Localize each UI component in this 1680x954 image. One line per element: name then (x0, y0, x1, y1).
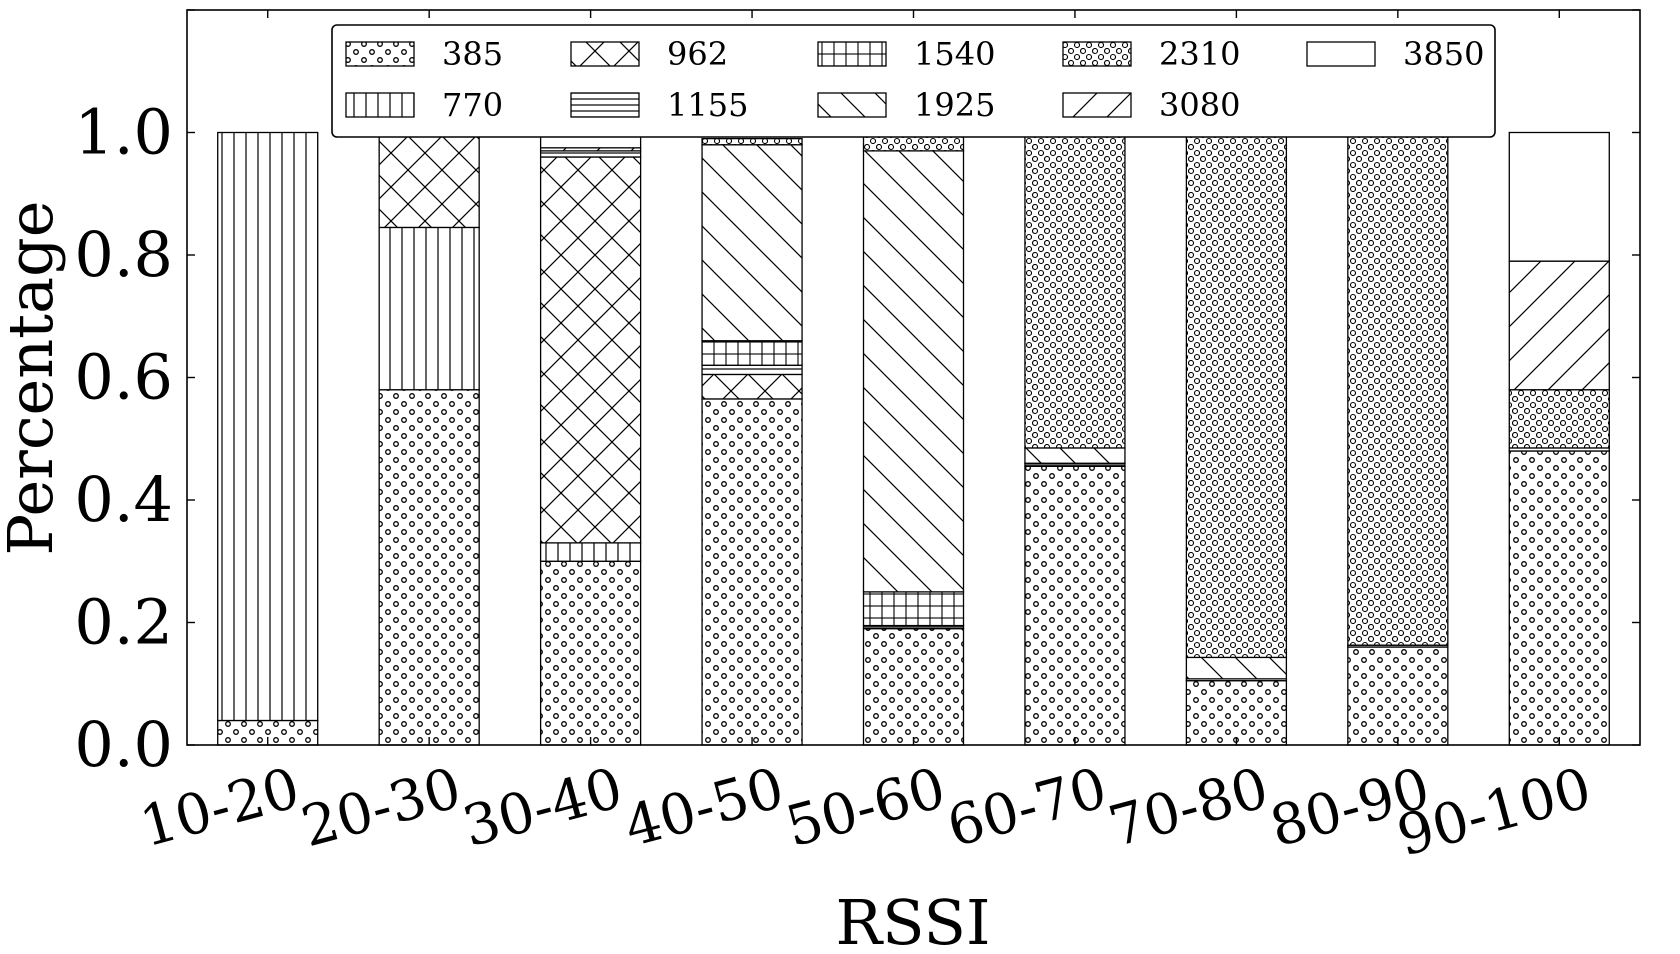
bar-segment (539, 156, 642, 544)
bar-segment (1185, 131, 1288, 659)
legend-entry: 1925 (817, 86, 995, 124)
bar-segment (1508, 450, 1610, 746)
legend-swatch (1306, 41, 1376, 67)
y-tick-label: 0.0 (74, 708, 173, 781)
x-tick-label: 70-80 (1102, 756, 1275, 861)
legend-swatch (345, 41, 415, 67)
y-tick-label: 0.2 (74, 586, 173, 659)
y-tick-label: 0.4 (74, 463, 173, 536)
legend-entry: 962 (570, 35, 728, 73)
bar-segment (539, 150, 642, 158)
y-tick-label: 1.0 (74, 96, 173, 169)
legend-entry: 770 (345, 86, 503, 124)
bar-stack (862, 131, 965, 746)
legend-entry: 3850 (1306, 35, 1484, 73)
legend-label: 1155 (667, 86, 748, 124)
bar-stack (539, 131, 642, 746)
bar-segment (378, 389, 480, 746)
x-tick-label: 20-30 (295, 756, 468, 861)
legend-label: 1925 (914, 86, 995, 124)
bar-stack (701, 137, 803, 746)
bar-segment (862, 591, 965, 627)
y-tick-label: 0.6 (74, 341, 173, 414)
legend: 385 962 1540 2310 3850 770 1155 1925 3080 (331, 24, 1496, 138)
bar-segment (1185, 656, 1288, 680)
legend-swatch (817, 41, 887, 67)
bar-segment (701, 398, 803, 746)
legend-label: 962 (667, 35, 728, 73)
legend-entry: 3080 (1062, 86, 1240, 124)
bar-segment (862, 150, 965, 593)
bar-segment (1347, 131, 1449, 646)
legend-swatch (1062, 92, 1132, 118)
legend-swatch (345, 92, 415, 118)
bar-segment (1508, 389, 1610, 449)
bar-segment (539, 560, 642, 746)
x-tick-label: 30-40 (456, 756, 629, 861)
y-tick-label: 0.8 (74, 218, 173, 291)
bar-segment (701, 137, 803, 146)
bar-stack (1024, 131, 1126, 746)
y-axis: 0.0 0.2 0.4 0.6 0.8 1.0 (74, 9, 1640, 781)
legend-label: 2310 (1159, 35, 1240, 73)
bar-stack (1185, 131, 1288, 746)
legend-label: 770 (442, 86, 503, 124)
legend-label: 1540 (914, 35, 995, 73)
legend-label: 3850 (1403, 35, 1484, 73)
bar-segment (701, 340, 803, 366)
bar-segment (1024, 465, 1126, 746)
bar-stack (1347, 131, 1449, 746)
bar-segment (378, 226, 480, 391)
legend-entry: 1155 (570, 86, 748, 124)
x-tick-label: 60-70 (941, 756, 1114, 861)
bar-segment (862, 627, 965, 746)
legend-swatch (817, 92, 887, 118)
bar-segment (701, 373, 803, 400)
x-axis-title: RSSI (835, 886, 990, 949)
x-tick-label: 40-50 (618, 756, 791, 861)
bar-segment (539, 542, 642, 562)
bar-segment (1508, 131, 1610, 262)
legend-swatch (570, 92, 640, 118)
bar-segment (1185, 680, 1288, 746)
legend-label: 3080 (1159, 86, 1240, 124)
legend-entry: 385 (345, 35, 503, 73)
bar-segment (1508, 260, 1610, 391)
legend-entry: 1540 (817, 35, 995, 73)
bar-stack (217, 131, 319, 746)
bar-segment (217, 131, 319, 722)
legend-label: 385 (442, 35, 503, 73)
bar-segment (701, 144, 803, 342)
legend-swatch (570, 41, 640, 67)
bar-segment (1347, 646, 1449, 746)
x-tick-label: 50-60 (779, 756, 952, 861)
bar-segment (1024, 447, 1126, 464)
bar-segment (378, 134, 480, 229)
y-axis-title: Percentage (0, 201, 67, 556)
legend-swatch (1062, 41, 1132, 67)
bar-segment (701, 364, 803, 376)
legend-entry: 2310 (1062, 35, 1240, 73)
bar-stack (378, 131, 480, 746)
bar-segment (1024, 131, 1126, 449)
bars-layer (217, 131, 1610, 746)
bar-stack (1508, 131, 1610, 746)
